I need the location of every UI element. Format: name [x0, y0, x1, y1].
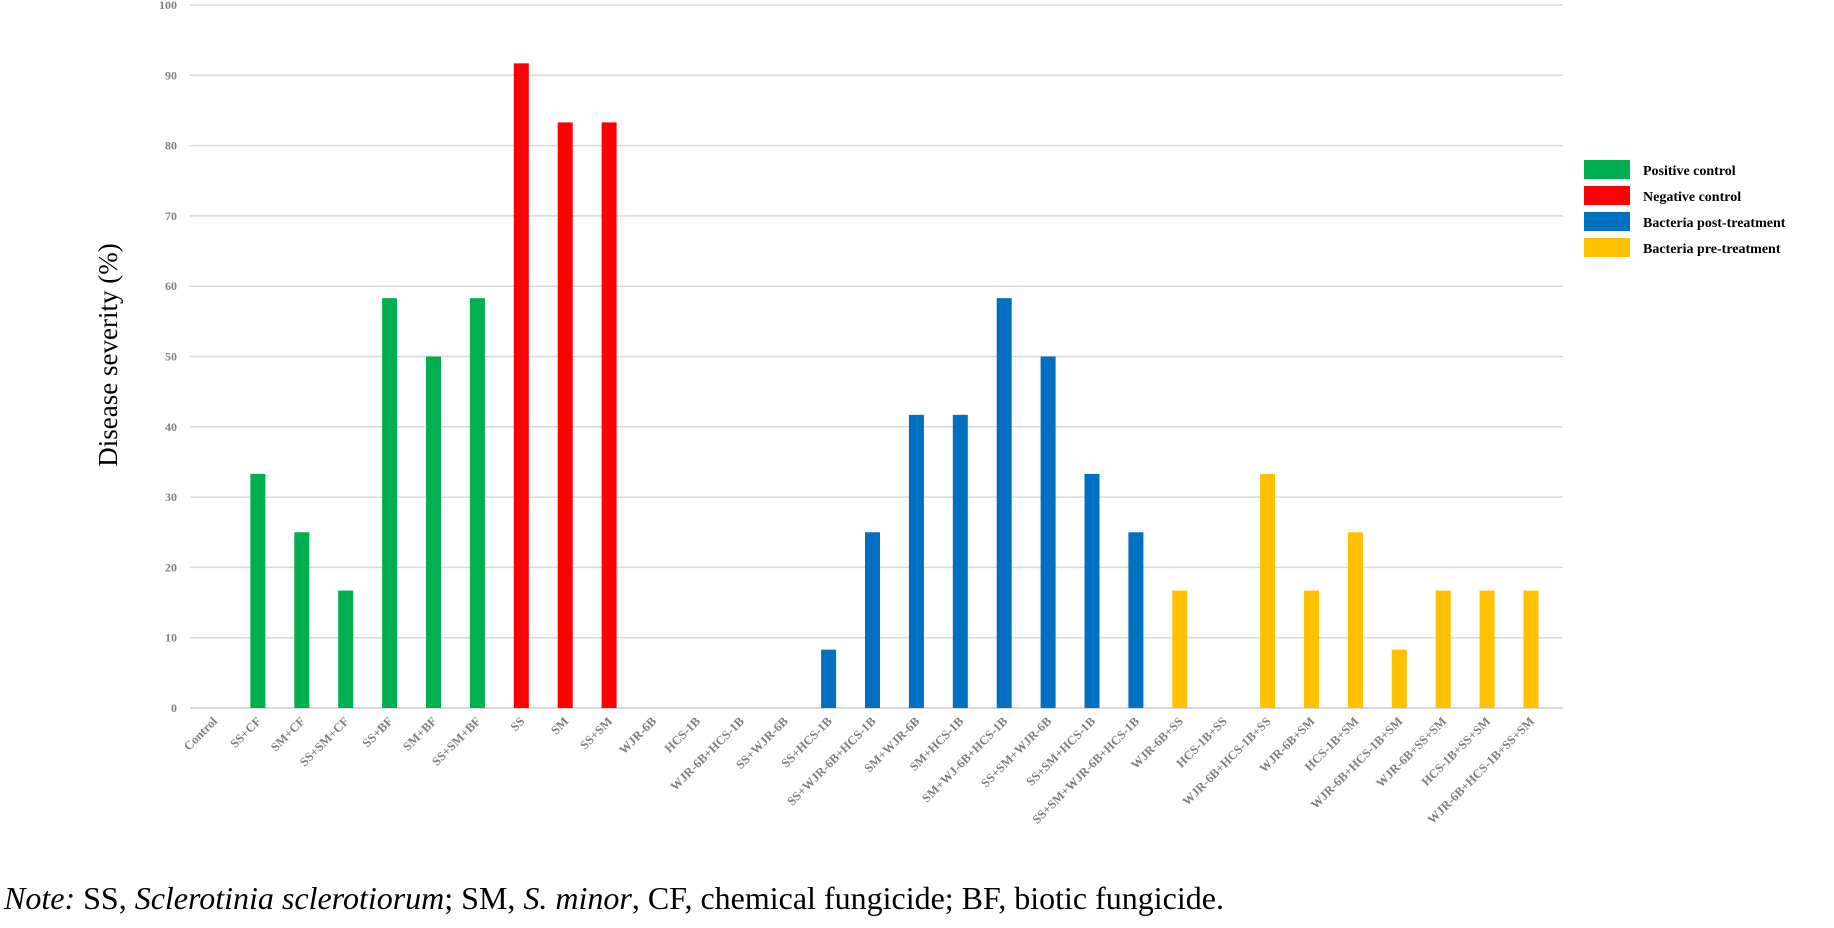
bar: [513, 63, 529, 708]
y-tick-label: 50: [165, 350, 177, 364]
y-tick-label: 80: [165, 139, 177, 153]
legend-label: Bacteria post-treatment: [1643, 216, 1786, 231]
bars: [250, 63, 1539, 708]
bar: [338, 590, 354, 708]
bar: [557, 122, 573, 708]
bar: [1128, 532, 1144, 708]
bar: [250, 473, 266, 708]
legend-label: Negative control: [1643, 190, 1741, 205]
footnote: Note: SS, Sclerotinia sclerotiorum; SM, …: [4, 880, 1224, 917]
x-tick-label: SM+WJ-6B+HCS-1B: [919, 714, 1010, 805]
note-text-2: ; SM,: [444, 880, 524, 916]
x-tick-label: SM+CF: [268, 714, 308, 754]
legend-swatch: [1584, 238, 1630, 257]
bar: [469, 298, 485, 708]
legend-swatch: [1584, 160, 1630, 179]
disease-severity-chart: 0 10 20 30 40 50 60 70 80 90 100 Control SS+CF SM+CF…: [93, 0, 1786, 827]
bar: [1523, 590, 1539, 708]
x-tick-label: SS+CF: [227, 714, 264, 751]
bar: [1479, 590, 1495, 708]
x-tick-label: SS+BF: [360, 714, 396, 750]
y-tick-label: 0: [171, 701, 177, 715]
y-tick-label: 100: [159, 0, 177, 12]
legend-swatch: [1584, 186, 1630, 205]
y-tick-label: 20: [165, 560, 177, 574]
note-species-1: Sclerotinia sclerotiorum: [134, 880, 445, 916]
bar: [1391, 649, 1407, 708]
legend-label: Positive control: [1643, 164, 1736, 179]
bar: [1347, 532, 1363, 708]
bar: [1172, 590, 1188, 708]
x-tick-label: SM: [548, 714, 571, 737]
y-tick-label: 70: [165, 209, 177, 223]
x-tick-label: WJR-6B: [616, 714, 659, 757]
bar: [1040, 356, 1056, 708]
bar: [1435, 590, 1451, 708]
y-tick-label: 30: [165, 490, 177, 504]
bar: [952, 414, 968, 708]
bar: [426, 356, 441, 708]
bar: [1084, 473, 1100, 708]
y-tick-label: 10: [165, 631, 177, 645]
bar: [865, 532, 880, 708]
bar: [601, 122, 617, 708]
x-tick-label: Control: [181, 714, 221, 754]
legend-swatch: [1584, 212, 1630, 231]
legend: Positive control Negative control Bacteria…: [1584, 160, 1786, 257]
legend-label: Bacteria pre-treatment: [1643, 242, 1781, 257]
note-species-2: S. minor: [523, 880, 632, 916]
x-tick-label: HCS-1B: [662, 714, 703, 755]
bar: [294, 532, 310, 708]
x-tick-label: SS+SM: [577, 714, 615, 752]
bar: [908, 414, 924, 708]
bar: [996, 298, 1012, 708]
note-lead: Note:: [4, 880, 76, 916]
y-tick-label: 60: [165, 279, 177, 293]
note-text-3: , CF, chemical fungicide; BF, biotic fun…: [631, 880, 1224, 916]
bar: [1260, 473, 1276, 708]
x-tick-label: WJR-6B+HCS-1B: [668, 714, 747, 793]
x-tick-label: SS: [508, 714, 528, 734]
y-axis-title: Disease severity (%): [93, 243, 123, 466]
x-tick-label: SM+BF: [400, 714, 440, 754]
gridlines: [190, 4, 1563, 709]
y-axis-tick-labels: 0 10 20 30 40 50 60 70 80 90 100: [159, 0, 177, 715]
y-tick-label: 90: [165, 68, 177, 82]
bar: [821, 649, 837, 708]
note-text-1: SS,: [75, 880, 135, 916]
bar: [1304, 590, 1319, 708]
y-tick-label: 40: [165, 420, 177, 434]
bar: [382, 298, 398, 708]
